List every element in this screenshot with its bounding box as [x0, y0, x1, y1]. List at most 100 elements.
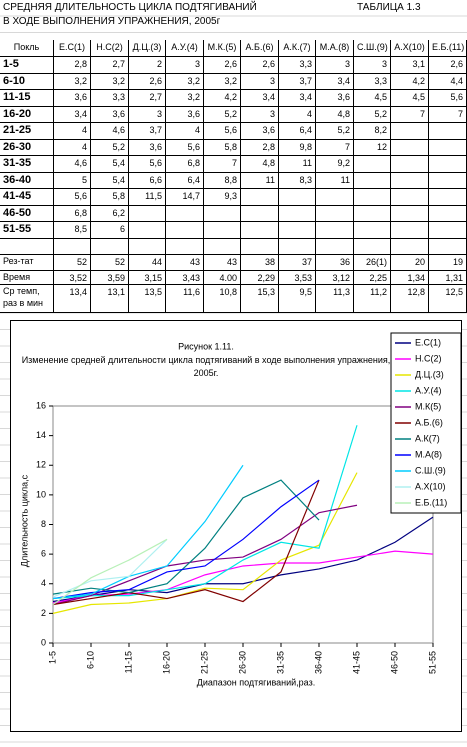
table-cell: 3,4	[316, 73, 354, 90]
table-cell: 5,2	[316, 123, 354, 140]
column-header: Покль	[0, 40, 54, 57]
table-cell	[354, 156, 391, 173]
table-cell	[429, 139, 467, 156]
table-cell: 12,8	[391, 285, 429, 313]
table-cell: 3,59	[91, 271, 129, 285]
table-label: ТАБЛИЦА 1.3	[357, 2, 421, 13]
table-cell: 6,8	[54, 205, 91, 222]
legend-label: Н.С(2)	[415, 353, 442, 363]
table-cell: 6,4	[279, 123, 316, 140]
table-cell	[316, 189, 354, 206]
table-cell: 3,7	[129, 123, 166, 140]
table-cell: 4	[54, 123, 91, 140]
y-axis-label: Длительность цикла,с	[19, 474, 29, 567]
table-cell: 5,8	[91, 189, 129, 206]
table-cell: 3	[354, 57, 391, 74]
table-cell: 2,6	[129, 73, 166, 90]
table-cell	[166, 222, 204, 239]
table-cell: 2,8	[54, 57, 91, 74]
table-cell	[279, 205, 316, 222]
column-header: Е.С(1)	[54, 40, 91, 57]
column-header: А.Б.(6)	[241, 40, 279, 57]
x-tick-label: 31-35	[275, 651, 285, 674]
table-cell: 4.00	[204, 271, 241, 285]
table-cell: 10,8	[204, 285, 241, 313]
table-cell: 41-45	[0, 189, 54, 206]
table-cell	[354, 238, 391, 255]
table-cell: 1,31	[429, 271, 467, 285]
x-tick-label: 36-40	[313, 651, 323, 674]
table-cell: 38	[241, 255, 279, 271]
table-cell	[429, 222, 467, 239]
legend-label: Е.С(1)	[415, 337, 441, 347]
series-line	[52, 425, 358, 600]
table-cell	[316, 238, 354, 255]
table-cell: 6-10	[0, 73, 54, 90]
column-header: Д.Ц.(3)	[129, 40, 166, 57]
table-cell: 4,8	[316, 106, 354, 123]
table-cell: 31-35	[0, 156, 54, 173]
table-cell: 11	[279, 156, 316, 173]
table-cell: 19	[429, 255, 467, 271]
title-line: СРЕДНЯЯ ДЛИТЕЛЬНОСТЬ ЦИКЛА ПОДТЯГИВАНИЙ	[3, 2, 257, 13]
table-cell: 36	[316, 255, 354, 271]
table-cell: 3	[316, 57, 354, 74]
x-tick-label: 6-10	[85, 651, 95, 669]
table-cell	[391, 189, 429, 206]
table-cell	[91, 238, 129, 255]
table-cell: 9,5	[279, 285, 316, 313]
table-cell	[241, 189, 279, 206]
table-cell	[354, 222, 391, 239]
table-cell: 11	[241, 172, 279, 189]
table-cell	[429, 189, 467, 206]
table-cell	[241, 238, 279, 255]
table-cell: 2,7	[129, 90, 166, 107]
table-cell: 37	[279, 255, 316, 271]
table-cell: 2,7	[91, 57, 129, 74]
x-tick-label: 46-50	[389, 651, 399, 674]
y-tick-label: 4	[41, 578, 46, 588]
legend-label: А.Б.(6)	[415, 417, 443, 427]
table-cell: 5,2	[91, 139, 129, 156]
table-cell: 4,8	[241, 156, 279, 173]
table-cell: 21-25	[0, 123, 54, 140]
table-cell	[429, 238, 467, 255]
series-line	[52, 479, 320, 595]
y-tick-label: 16	[36, 400, 46, 410]
table-cell: 4,2	[204, 90, 241, 107]
table-cell: 5,6	[166, 139, 204, 156]
y-tick-label: 0	[41, 637, 46, 647]
legend-label: Д.Ц.(3)	[415, 369, 444, 379]
table-cell	[429, 123, 467, 140]
legend-label: С.Ш.(9)	[415, 465, 446, 475]
table-cell: 8,5	[54, 222, 91, 239]
table-cell: 3,4	[241, 90, 279, 107]
table-cell	[354, 189, 391, 206]
table-cell	[429, 156, 467, 173]
table-cell: 5,2	[354, 106, 391, 123]
table-cell: 5,8	[204, 139, 241, 156]
table-cell	[204, 238, 241, 255]
series-line	[52, 538, 168, 605]
table-cell	[429, 172, 467, 189]
table-cell: 7	[391, 106, 429, 123]
table-cell	[354, 172, 391, 189]
column-header: Н.С(2)	[91, 40, 129, 57]
column-header: Е.Б.(11)	[429, 40, 467, 57]
series-line	[52, 479, 320, 600]
table-cell: 3,4	[279, 90, 316, 107]
table-cell: 8,2	[354, 123, 391, 140]
table-cell	[129, 222, 166, 239]
table-cell: 6,4	[166, 172, 204, 189]
table-cell: 8,3	[279, 172, 316, 189]
table-cell: 3,2	[166, 73, 204, 90]
table-cell: 3,52	[54, 271, 91, 285]
table-cell: 5,6	[204, 123, 241, 140]
column-header: С.Ш.(9)	[354, 40, 391, 57]
table-cell: 11-15	[0, 90, 54, 107]
table-cell: 6	[91, 222, 129, 239]
table-cell	[0, 238, 54, 255]
table-cell: 5,6	[129, 156, 166, 173]
x-tick-label: 1-5	[47, 651, 57, 664]
